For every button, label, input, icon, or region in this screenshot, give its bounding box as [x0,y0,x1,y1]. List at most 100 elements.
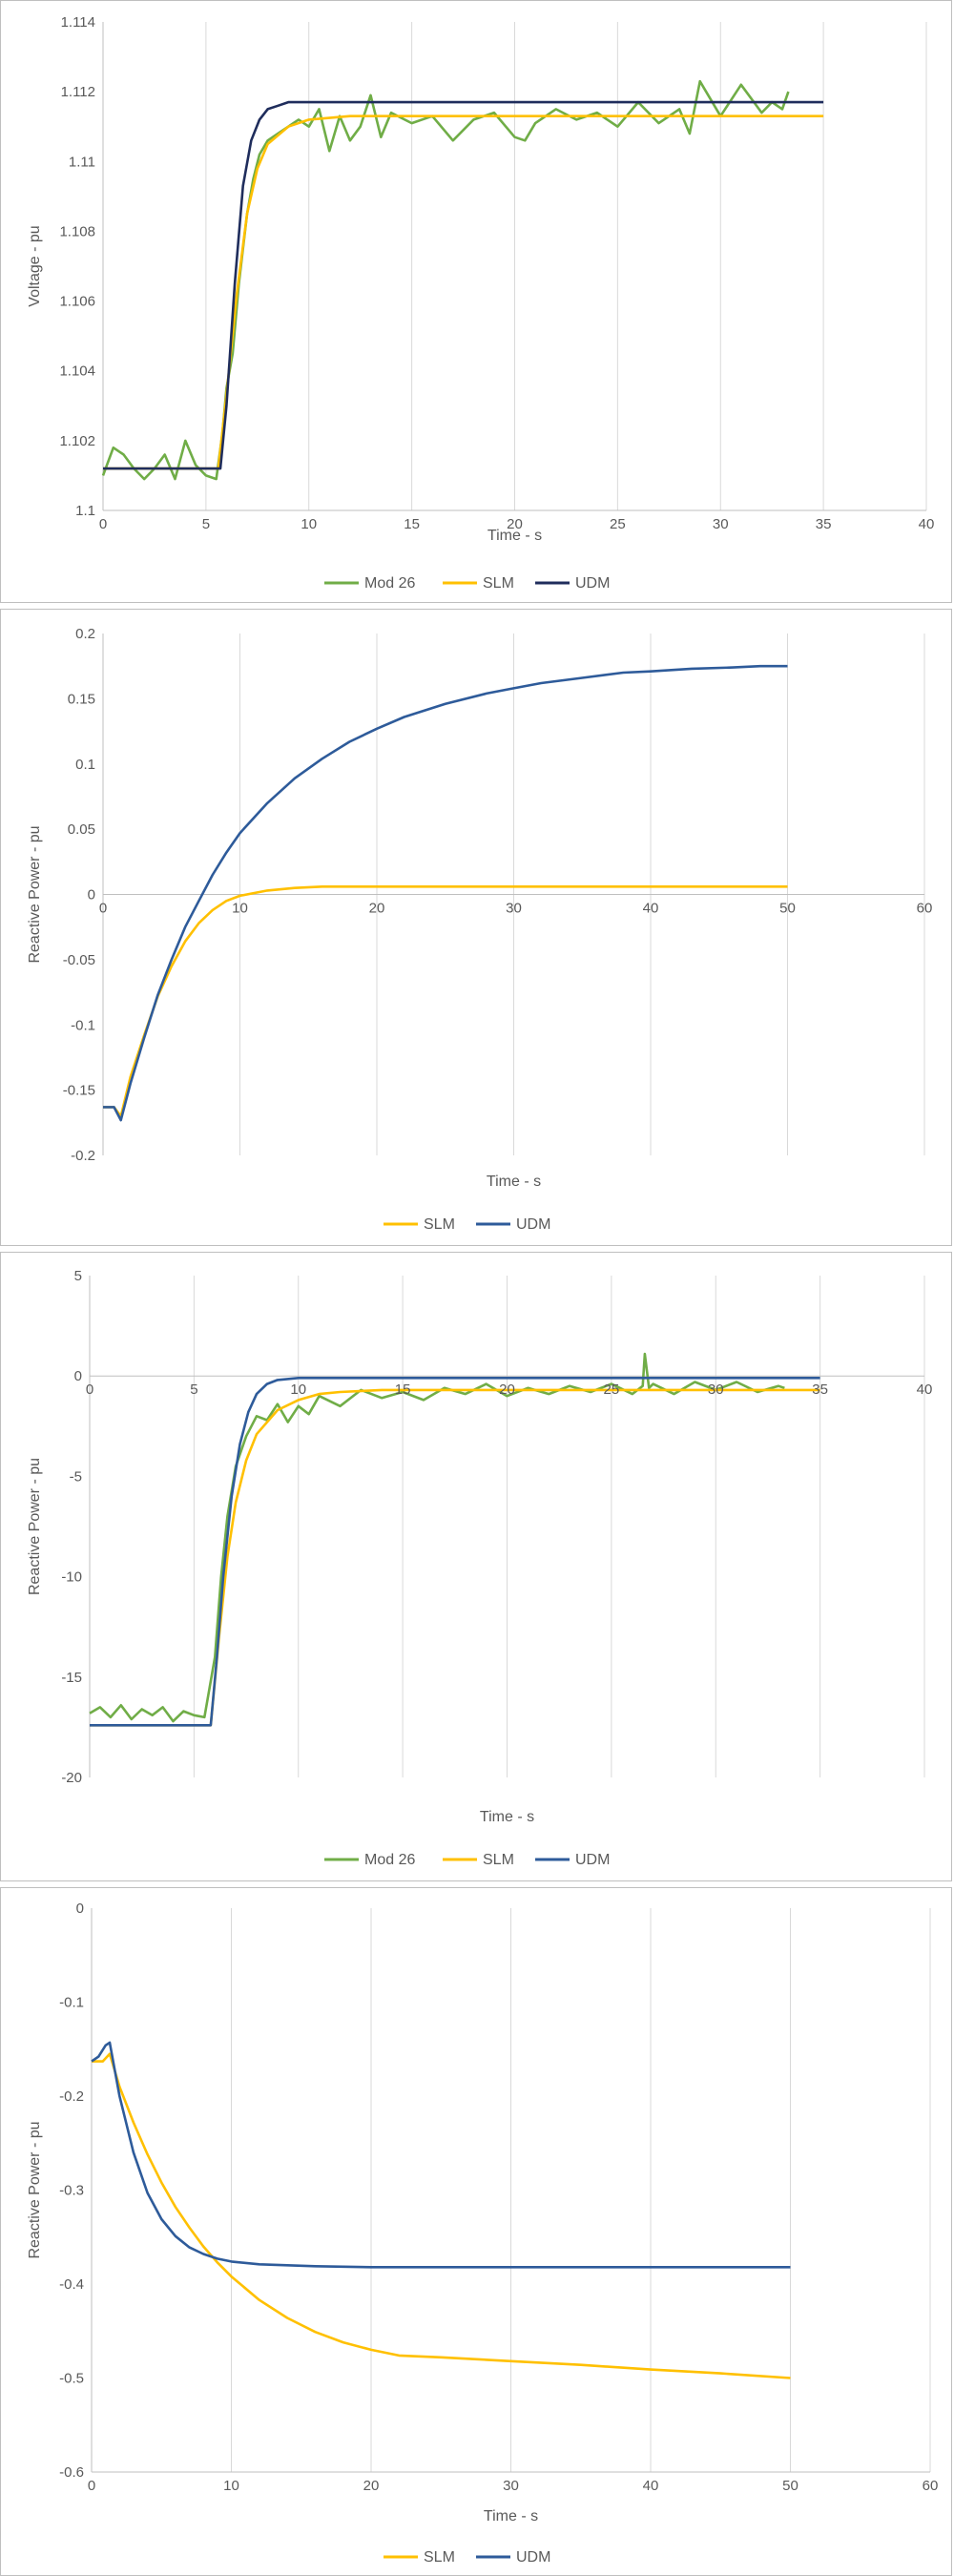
series-line-mod-26 [101,79,790,481]
x-tick-label: 20 [363,2478,380,2494]
legend: SLM UDM [384,1216,550,1233]
y-tick-label: 1.108 [59,223,95,239]
y-tick-label: 1.114 [61,14,95,31]
x-axis-title: Time - s [484,2508,538,2524]
y-axis-title: Reactive Power - pu [27,1458,43,1595]
x-tick-label: 20 [499,1381,515,1398]
y-tick-label: -10 [61,1569,82,1586]
legend-label: Mod 26 [364,575,415,592]
y-tick-label: -20 [61,1770,82,1786]
reactive-power-chart-2: 0 5 10 15 20 25 30 35 40 -20-15-10-505 Time - s … [27,1268,933,1868]
x-tick-label: 40 [919,516,935,532]
x-tick-label: 30 [503,2478,519,2494]
x-tick-label: 5 [190,1381,197,1398]
x-tick-label: 0 [88,2478,95,2494]
y-tick-label: -15 [61,1670,82,1686]
x-tick-label: 35 [816,516,832,532]
y-tick-label: 1.102 [59,433,95,449]
y-tick-label: 0 [88,887,95,904]
y-tick-label: -0.05 [63,952,95,968]
legend-label: Mod 26 [364,1852,415,1868]
x-tick-label: 50 [779,901,796,917]
x-tick-label: 0 [86,1381,93,1398]
x-axis-title: Time - s [480,1809,534,1825]
x-tick-label: 10 [223,2478,239,2494]
y-tick-label: -0.6 [59,2464,84,2481]
x-tick-label: 40 [643,901,659,917]
x-tick-label: 0 [99,901,107,917]
x-tick-label: 40 [643,2478,659,2494]
legend-label: SLM [424,1216,455,1233]
x-tick-label: 30 [708,1381,724,1398]
y-tick-label: 1.11 [69,154,95,170]
y-axis-title: Voltage - pu [27,225,43,306]
x-tick-label: 10 [301,516,317,532]
chart-panel-reactive-power-1: 0 10 20 30 40 50 60 -0.2 -0.15 -0.1 -0.05 0 0.05 0.1… [0,609,952,1246]
y-tick-label: -5 [70,1468,82,1485]
series-line-udm [91,2041,791,2269]
x-tick-label: 35 [812,1381,828,1398]
y-tick-label: 0.15 [68,691,95,707]
legend-label: SLM [483,575,514,592]
y-tick-label: 1.112 [61,84,95,100]
series-line-slm [103,884,788,1118]
x-tick-label: 30 [713,516,729,532]
y-tick-label: 0.1 [75,757,95,773]
y-tick-label: -0.5 [59,2371,84,2387]
reactive-power-chart-1: 0 10 20 30 40 50 60 -0.2 -0.15 -0.1 -0.05 0 0.05 0.1… [27,626,933,1233]
x-tick-label: 25 [610,516,626,532]
legend-label: UDM [575,1852,610,1868]
legend-label: SLM [483,1852,514,1868]
x-tick-label: 0 [99,516,107,532]
x-tick-label: 20 [507,516,523,532]
series-line-udm [90,1377,820,1727]
reactive-power-chart-3: 0 10 20 30 40 50 60 -0.6-0.5-0.4-0.3-0.2-0.10 … [27,1901,939,2566]
series-line-udm [103,100,824,470]
legend: Mod 26 SLM UDM [324,575,610,592]
series-line-slm [92,2052,791,2379]
x-tick-label: 50 [782,2478,798,2494]
x-axis-title: Time - s [487,528,542,544]
x-tick-label: 40 [917,1381,933,1398]
legend: Mod 26 SLM UDM [324,1852,610,1868]
x-tick-label: 15 [404,516,420,532]
series-line-slm [103,114,824,470]
x-tick-label: 10 [232,901,248,917]
chart-panel-voltage: 0 5 10 15 20 25 30 35 40 1.1 1.102 1.104 1.106 1.108… [0,0,952,603]
legend-label: SLM [424,2549,455,2566]
y-tick-label: 1.104 [59,364,95,380]
y-tick-label: 5 [74,1268,82,1284]
series-line-slm [90,1388,820,1727]
y-tick-label: -0.3 [59,2183,84,2199]
y-tick-label: 0 [74,1368,82,1384]
legend-label: UDM [575,575,610,592]
y-tick-label: 0.05 [68,821,95,838]
x-tick-label: 30 [506,901,522,917]
y-tick-label: 1.106 [59,294,95,310]
legend-label: UDM [516,2549,550,2566]
chart-panel-reactive-power-3: 0 10 20 30 40 50 60 -0.6 -0.5 -0.4 -0.3 -0.2 -0.1 0 … [0,1887,952,2576]
series-line-udm [103,664,788,1122]
y-tick-label: -0.1 [59,1995,84,2011]
y-tick-label: -0.2 [59,2088,84,2105]
x-tick-label: 15 [395,1381,411,1398]
x-tick-label: 60 [923,2478,939,2494]
y-tick-label: 0.2 [75,626,95,642]
x-tick-label: 25 [604,1381,620,1398]
y-tick-label: -0.2 [71,1148,95,1164]
x-tick-label: 60 [917,901,933,917]
voltage-chart: 0 5 10 15 20 25 30 35 40 1.1 1.102 1.104 1.106 1.108… [27,14,935,592]
x-tick-label: 5 [202,516,210,532]
y-tick-label: -0.1 [71,1017,95,1033]
legend: SLM UDM [384,2549,550,2566]
x-tick-label: 20 [369,901,385,917]
x-tick-label: 10 [290,1381,306,1398]
x-axis-title: Time - s [487,1174,541,1190]
y-tick-label: -0.4 [59,2276,84,2293]
y-axis-title: Reactive Power - pu [27,825,43,963]
y-tick-label: 1.1 [75,503,95,519]
y-tick-label: 0 [76,1901,84,1917]
y-axis-title: Reactive Power - pu [27,2121,43,2258]
legend-label: UDM [516,1216,550,1233]
y-tick-label: -0.15 [63,1083,95,1099]
